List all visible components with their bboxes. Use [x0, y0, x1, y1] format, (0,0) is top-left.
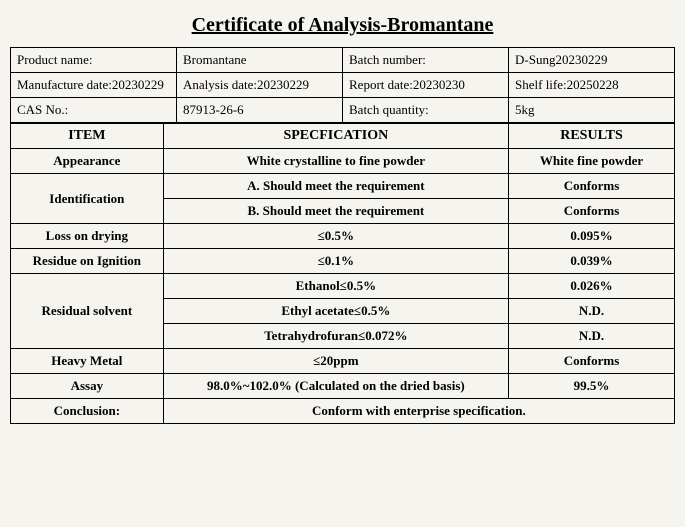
appearance-item: Appearance [11, 149, 164, 174]
loss-item: Loss on drying [11, 224, 164, 249]
appearance-result: White fine powder [508, 149, 674, 174]
identification-result-a: Conforms [508, 174, 674, 199]
solvent-spec-2: Ethyl acetate≤0.5% [163, 299, 508, 324]
loss-spec: ≤0.5% [163, 224, 508, 249]
conclusion-value: Conform with enterprise specification. [163, 399, 674, 424]
residue-item: Residue on Ignition [11, 249, 164, 274]
heavy-result: Conforms [508, 349, 674, 374]
manufacture-date: Manufacture date:20230229 [11, 73, 177, 98]
coa-table: Product name: Bromantane Batch number: D… [10, 47, 675, 123]
identification-spec-a: A. Should meet the requirement [163, 174, 508, 199]
conclusion-label: Conclusion: [11, 399, 164, 424]
col-results: RESULTS [508, 124, 674, 149]
assay-item: Assay [11, 374, 164, 399]
solvent-result-2: N.D. [508, 299, 674, 324]
product-name-label: Product name: [11, 48, 177, 73]
identification-item: Identification [11, 174, 164, 224]
assay-spec: 98.0%~102.0% (Calculated on the dried ba… [163, 374, 508, 399]
col-spec: SPECFICATION [163, 124, 508, 149]
certificate-title: Certificate of Analysis-Bromantane [10, 14, 675, 37]
loss-result: 0.095% [508, 224, 674, 249]
solvent-result-3: N.D. [508, 324, 674, 349]
cas-value: 87913-26-6 [177, 98, 343, 123]
report-date: Report date:20230230 [343, 73, 509, 98]
solvent-spec-1: Ethanol≤0.5% [163, 274, 508, 299]
heavy-spec: ≤20ppm [163, 349, 508, 374]
residue-result: 0.039% [508, 249, 674, 274]
product-name: Bromantane [177, 48, 343, 73]
batch-number: D-Sung20230229 [509, 48, 675, 73]
batch-qty: 5kg [509, 98, 675, 123]
analysis-date: Analysis date:20230229 [177, 73, 343, 98]
batch-qty-label: Batch quantity: [343, 98, 509, 123]
assay-result: 99.5% [508, 374, 674, 399]
solvent-result-1: 0.026% [508, 274, 674, 299]
identification-spec-b: B. Should meet the requirement [163, 199, 508, 224]
appearance-spec: White crystalline to fine powder [163, 149, 508, 174]
shelf-life: Shelf life:20250228 [509, 73, 675, 98]
residue-spec: ≤0.1% [163, 249, 508, 274]
batch-number-label: Batch number: [343, 48, 509, 73]
cas-label: CAS No.: [11, 98, 177, 123]
solvent-item: Residual solvent [11, 274, 164, 349]
solvent-spec-3: Tetrahydrofuran≤0.072% [163, 324, 508, 349]
identification-result-b: Conforms [508, 199, 674, 224]
heavy-item: Heavy Metal [11, 349, 164, 374]
spec-table: ITEM SPECFICATION RESULTS Appearance Whi… [10, 123, 675, 424]
col-item: ITEM [11, 124, 164, 149]
